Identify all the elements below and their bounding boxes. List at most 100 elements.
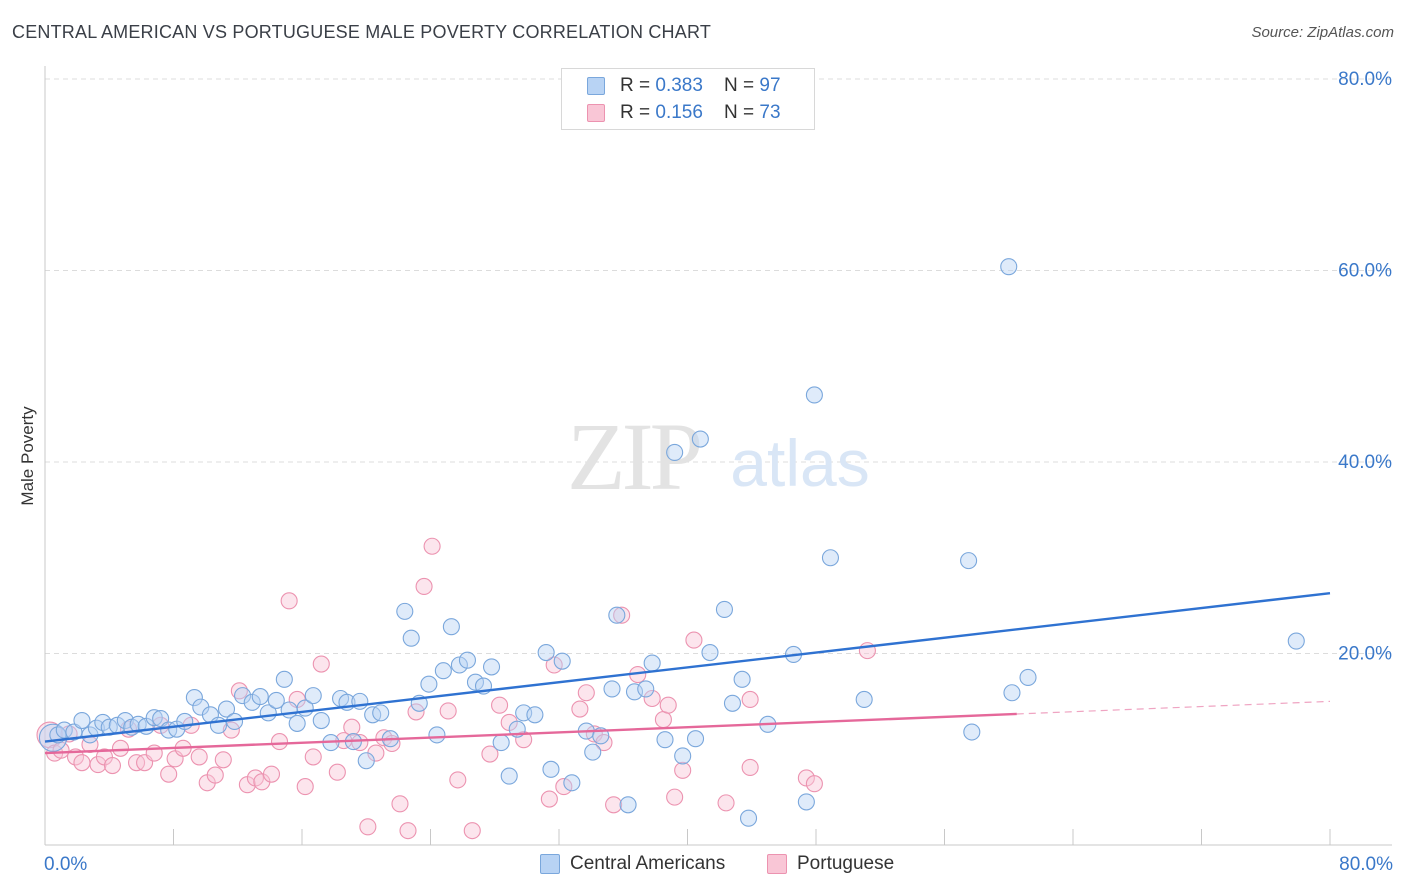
central-americans-point: [619, 796, 637, 814]
central-americans-point: [1000, 258, 1018, 276]
central-americans-point: [715, 600, 733, 619]
legend-text: R = 0.383 N = 97: [620, 75, 781, 97]
grid: [45, 78, 1392, 654]
central-americans-point: [608, 606, 626, 624]
portuguese-point: [103, 756, 122, 775]
central-americans-point: [553, 652, 571, 670]
legend-n-label: N =: [724, 102, 760, 123]
central-americans-point: [537, 643, 555, 662]
legend: R = 0.383 N = 97 R = 0.156 N = 73: [561, 68, 815, 130]
watermark-zip: ZIP: [567, 403, 700, 510]
x-tick-label: 0.0%: [44, 854, 87, 875]
central-americans-point: [251, 688, 269, 706]
central-americans-point: [396, 602, 414, 620]
portuguese-point: [685, 631, 703, 649]
central-americans-point: [73, 711, 91, 730]
central-americans-point: [855, 690, 873, 709]
x-tick-label: 80.0%: [1339, 854, 1393, 875]
portuguese-point: [270, 733, 289, 751]
central-americans-point: [492, 733, 510, 752]
portuguese-point: [545, 656, 563, 674]
central-americans-point: [217, 700, 236, 718]
central-americans-point: [603, 680, 621, 698]
portuguese-point: [741, 690, 759, 709]
central-americans-point: [185, 688, 203, 707]
central-americans-point: [666, 443, 684, 461]
central-americans-point: [288, 714, 306, 732]
central-americans-point: [1287, 632, 1305, 650]
bottom-legend-swatch-pink: [767, 854, 787, 874]
central-americans-point: [145, 709, 163, 727]
central-americans-point: [733, 670, 751, 688]
central-americans-point: [312, 711, 330, 730]
legend-r-label: R =: [620, 102, 656, 123]
portuguese-point: [571, 700, 589, 718]
central-americans-point: [357, 752, 375, 770]
portuguese-point: [312, 655, 330, 673]
central-americans-point: [482, 658, 501, 676]
portuguese-point: [540, 790, 558, 808]
central-americans-point: [821, 549, 840, 567]
portuguese-point: [643, 689, 661, 708]
portuguese-point: [659, 696, 677, 714]
portuguese-point: [654, 711, 672, 729]
central-americans-point: [1019, 668, 1037, 686]
central-americans-point: [275, 670, 293, 688]
central-americans-point: [526, 706, 544, 724]
portuguese-point: [222, 721, 240, 739]
portuguese-point: [491, 696, 509, 714]
central-americans-point: [267, 691, 285, 709]
portuguese-point: [717, 794, 735, 812]
y-tick-label: 40.0%: [1338, 452, 1392, 473]
portuguese-point: [407, 703, 425, 721]
portuguese-point: [296, 778, 314, 796]
portuguese-point: [449, 771, 467, 789]
portuguese-point: [515, 731, 533, 749]
legend-n-value: 73: [759, 102, 781, 123]
central-americans-point: [402, 629, 420, 647]
portuguese-point: [399, 822, 417, 840]
portuguese-point: [214, 751, 232, 769]
central-americans-point: [723, 694, 742, 712]
portuguese-point: [463, 822, 481, 840]
portuguese-point: [439, 702, 457, 720]
portuguese-point: [741, 758, 759, 776]
source-credit: Source: ZipAtlas.com: [1251, 24, 1394, 41]
bottom-legend-portuguese: Portuguese: [767, 851, 894, 877]
chart-title: CENTRAL AMERICAN VS PORTUGUESE MALE POVE…: [12, 22, 712, 42]
central-americans-point: [542, 760, 560, 778]
portuguese-point: [391, 795, 409, 813]
y-axis-label: Male Poverty: [18, 406, 37, 506]
portuguese-point: [304, 748, 322, 766]
central-americans-point: [500, 767, 518, 785]
central-americans-point: [686, 730, 705, 748]
central-americans-point: [805, 386, 823, 404]
central-americans-point: [434, 662, 452, 680]
legend-swatch-blue: [587, 77, 605, 95]
portuguese-point: [613, 606, 631, 624]
portuguese-point: [605, 796, 623, 814]
portuguese-point: [423, 537, 441, 555]
portuguese-point: [111, 739, 130, 757]
portuguese-point: [190, 748, 208, 766]
legend-n-value: 97: [759, 75, 781, 96]
portuguese-point: [577, 684, 595, 702]
portuguese-point: [280, 592, 298, 610]
central-americans-point: [691, 430, 709, 448]
central-americans-point: [797, 793, 815, 811]
portuguese-point: [805, 775, 823, 793]
central-americans-point: [466, 673, 485, 691]
legend-r-label: R =: [620, 75, 656, 96]
central-americans-point: [304, 687, 322, 705]
axes: [44, 66, 1392, 846]
tick-labels: 20.0% 40.0% 60.0% 80.0% 0.0% 80.0%: [44, 69, 1393, 875]
portuguese-point: [359, 818, 377, 836]
central-americans-point: [116, 711, 134, 730]
portuguese-point: [343, 718, 361, 736]
portuguese-point: [674, 761, 692, 779]
central-americans-point: [458, 651, 476, 669]
portuguese-trend-line: [44, 712, 1017, 755]
legend-r-value: 0.383: [655, 75, 703, 96]
legend-n-label: N =: [724, 75, 760, 96]
